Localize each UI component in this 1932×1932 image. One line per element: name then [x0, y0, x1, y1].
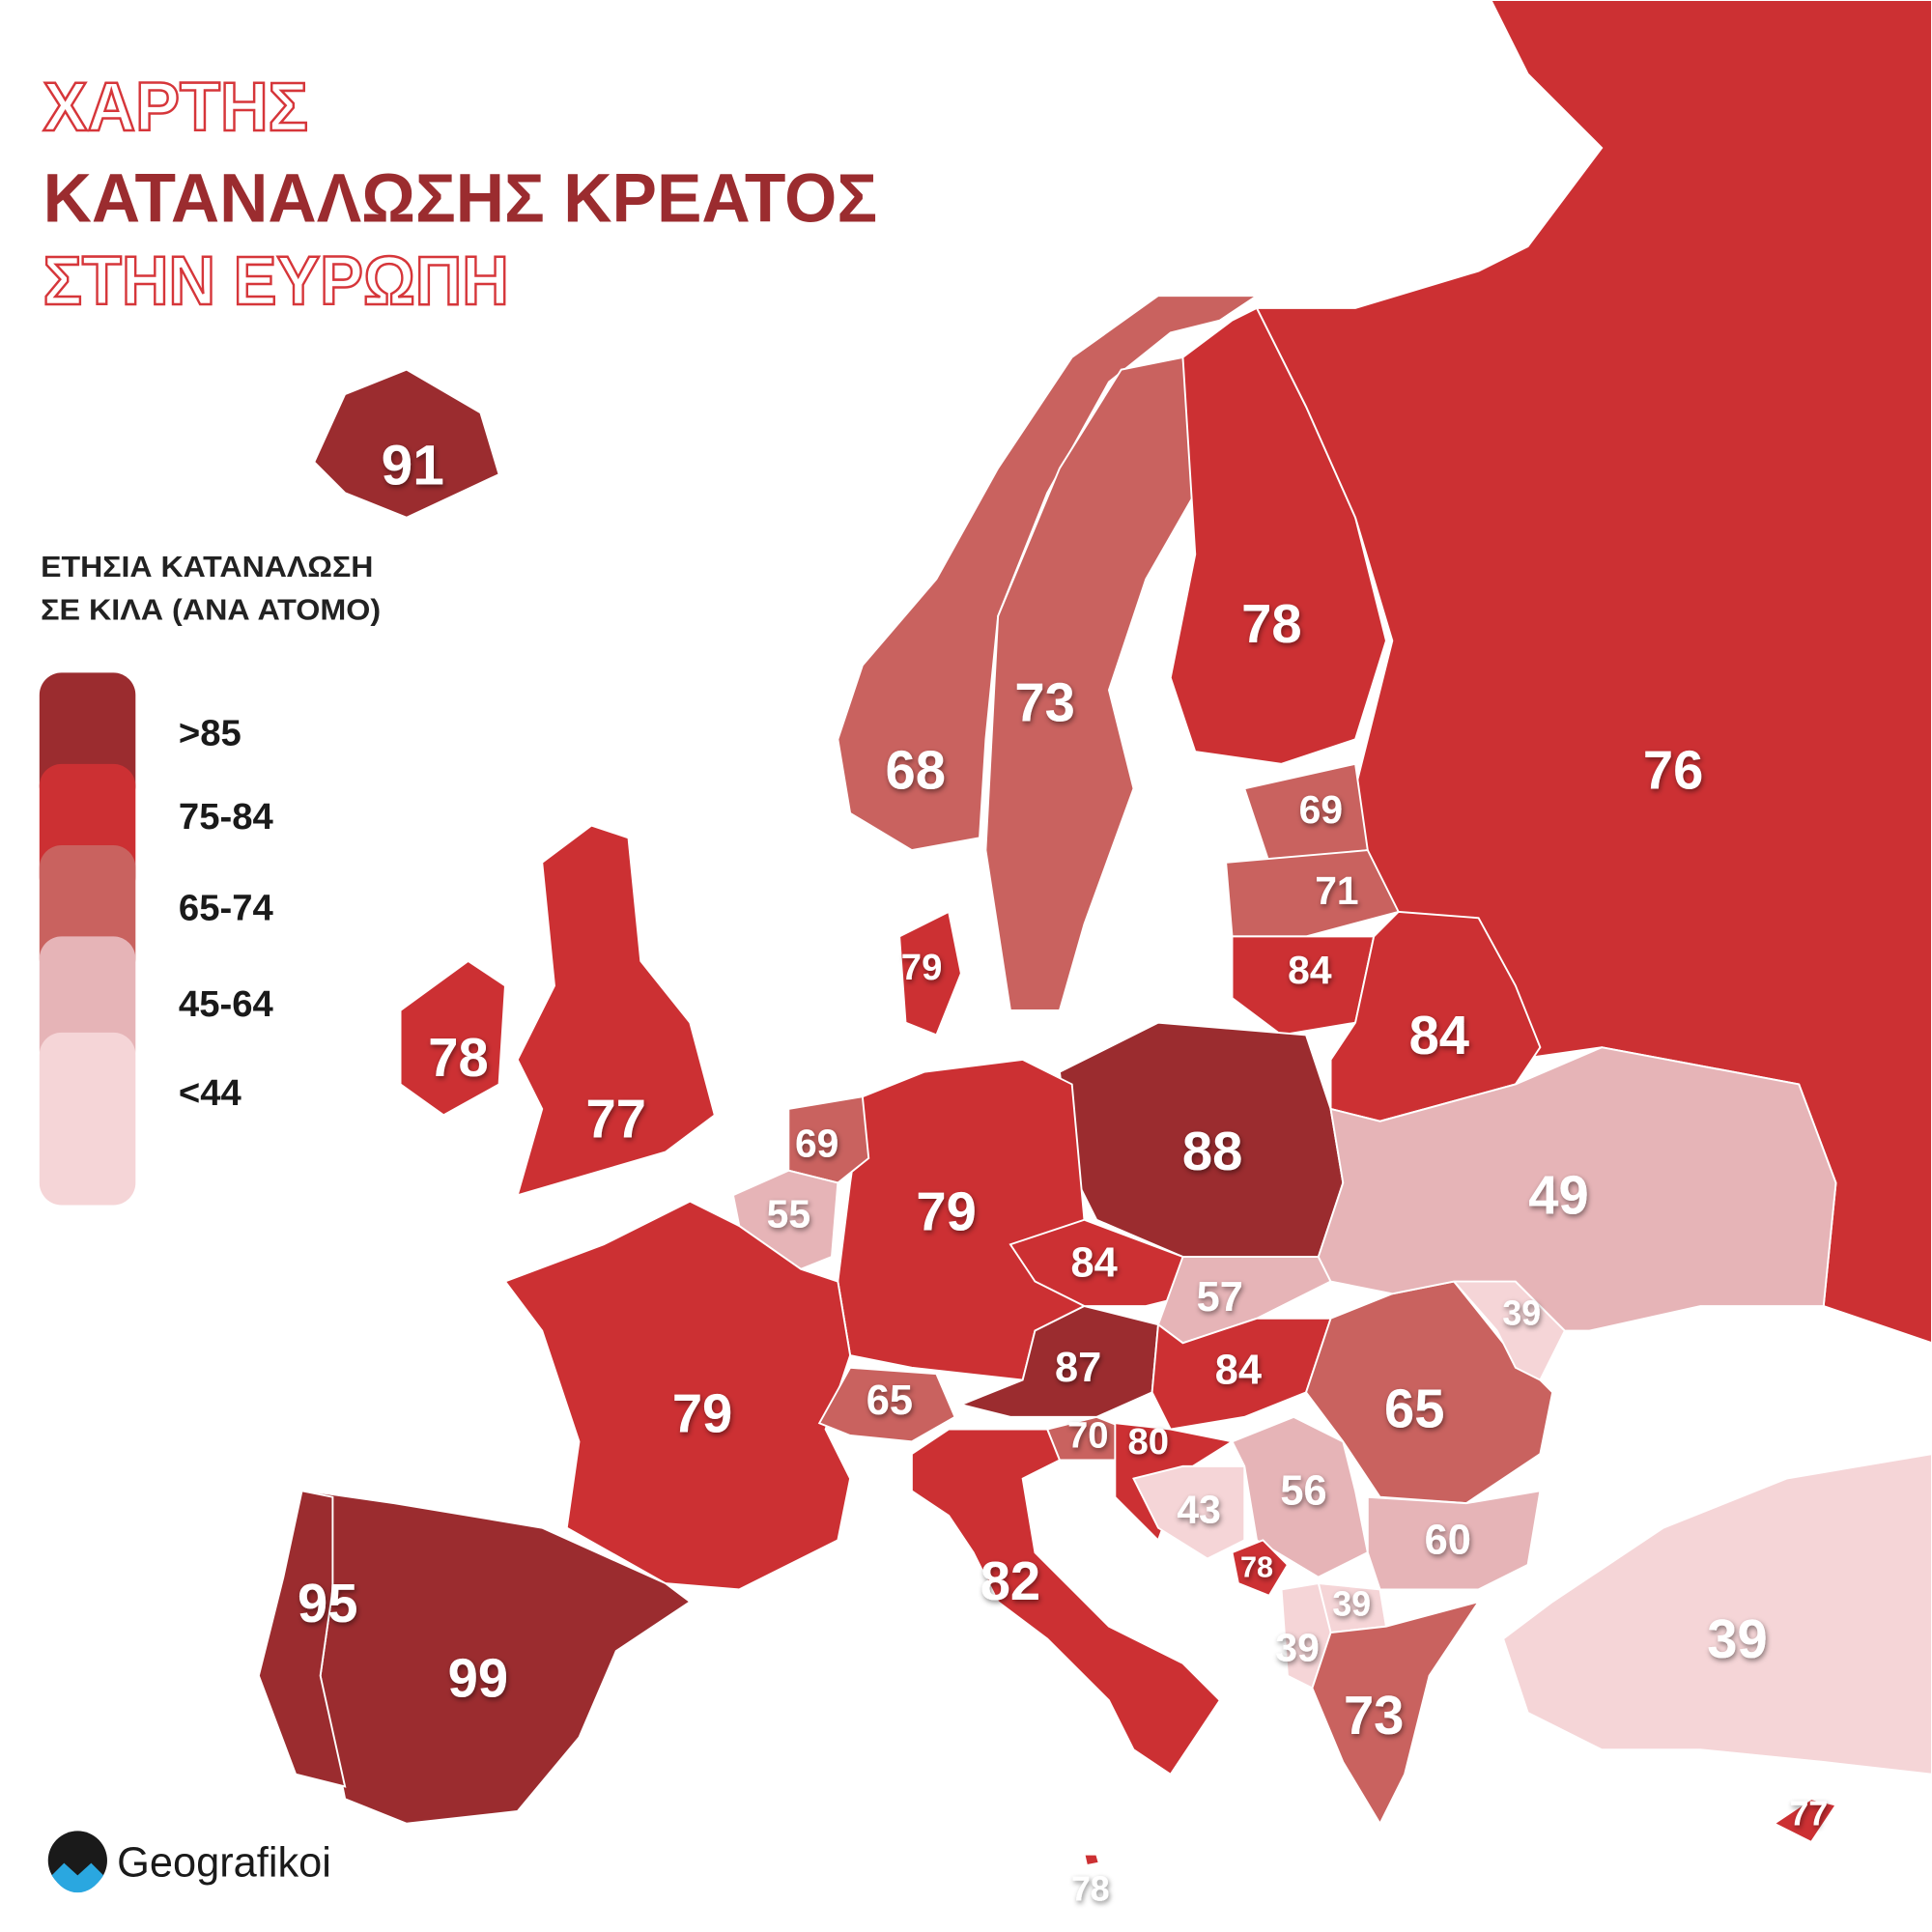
country [503, 1200, 852, 1591]
legend-title: ΕΤΗΣΙΑ ΚΑΤΑΝΑΛΩΣΗ [41, 551, 373, 583]
value-label: 78 [428, 1027, 488, 1088]
country [1225, 849, 1401, 938]
value-label: 91 [382, 435, 444, 497]
legend-label: <44 [179, 1072, 242, 1114]
country [787, 1095, 870, 1184]
value-label: 65 [1384, 1378, 1444, 1438]
value-label: 82 [980, 1550, 1040, 1611]
value-label: 87 [1055, 1345, 1101, 1391]
value-label: 84 [1071, 1239, 1118, 1286]
country [257, 1490, 347, 1788]
country [1772, 1798, 1838, 1844]
country [399, 959, 506, 1117]
value-label: 55 [767, 1191, 810, 1236]
country [910, 1428, 1221, 1776]
legend-title: ΣΕ ΚΙΛΑ (ΑΝΑ ΑΤΟΜΟ) [41, 594, 381, 627]
value-label: 39 [1502, 1294, 1541, 1333]
value-label: 65 [867, 1378, 913, 1424]
value-label: 84 [1215, 1347, 1262, 1393]
value-label: 77 [586, 1089, 646, 1150]
value-label: 84 [1288, 948, 1332, 992]
value-label: 43 [1177, 1488, 1220, 1532]
country [1366, 1490, 1542, 1591]
value-label: 77 [1790, 1795, 1829, 1833]
value-label: 39 [1275, 1625, 1319, 1669]
country [1231, 1539, 1290, 1597]
title-line: ΣΤΗΝ ΕΥΡΩΠΗ [43, 242, 509, 320]
value-label: 88 [1182, 1121, 1242, 1181]
legend-label: 45-64 [179, 983, 274, 1025]
country [837, 295, 1261, 852]
logo-icon [51, 1862, 104, 1893]
country [1317, 1046, 1837, 1332]
country [1083, 1853, 1100, 1867]
value-label: 80 [1128, 1421, 1170, 1463]
value-label: 68 [885, 740, 945, 801]
value-label: 78 [1241, 593, 1301, 654]
value-label: 49 [1528, 1165, 1588, 1226]
country [1132, 1464, 1246, 1560]
legend-label: >85 [179, 712, 242, 753]
country [516, 824, 716, 1197]
value-label: 84 [1409, 1005, 1469, 1065]
value-label: 71 [1315, 868, 1358, 913]
value-label: 95 [298, 1573, 357, 1634]
country [1169, 306, 1387, 765]
title-line: ΧΑΡΤΗΣ [43, 69, 308, 146]
value-label: 78 [1071, 1869, 1110, 1908]
value-label: 56 [1280, 1467, 1326, 1514]
value-label: 79 [672, 1383, 732, 1444]
country [898, 910, 962, 1037]
value-label: 99 [448, 1648, 508, 1709]
value-label: 69 [795, 1122, 838, 1166]
value-label: 57 [1197, 1274, 1243, 1321]
legend-label: 75-84 [179, 796, 274, 838]
value-label: 79 [916, 1180, 976, 1241]
country [817, 1366, 956, 1443]
logo-text: Geografikoi [117, 1840, 331, 1887]
value-label: 39 [1332, 1585, 1371, 1624]
legend-label: 65-74 [179, 888, 274, 929]
country [1501, 1453, 1932, 1776]
value-label: 60 [1425, 1517, 1471, 1563]
value-label: 73 [1344, 1685, 1404, 1746]
value-label: 78 [1240, 1550, 1273, 1583]
country [1304, 1280, 1554, 1505]
value-label: 70 [1067, 1414, 1109, 1456]
country [984, 355, 1197, 1011]
country [313, 368, 500, 519]
title-line: ΚΑΤΑΝΑΛΩΣΗΣ ΚΡΕΑΤΟΣ [43, 160, 878, 238]
value-label: 79 [901, 947, 943, 988]
value-label: 39 [1707, 1608, 1767, 1669]
value-label: 73 [1014, 672, 1074, 733]
legend-swatch [39, 1032, 136, 1206]
value-label: 76 [1643, 740, 1703, 801]
country [1311, 1600, 1481, 1826]
logo: Geografikoi [47, 1831, 331, 1893]
value-label: 69 [1299, 787, 1343, 832]
